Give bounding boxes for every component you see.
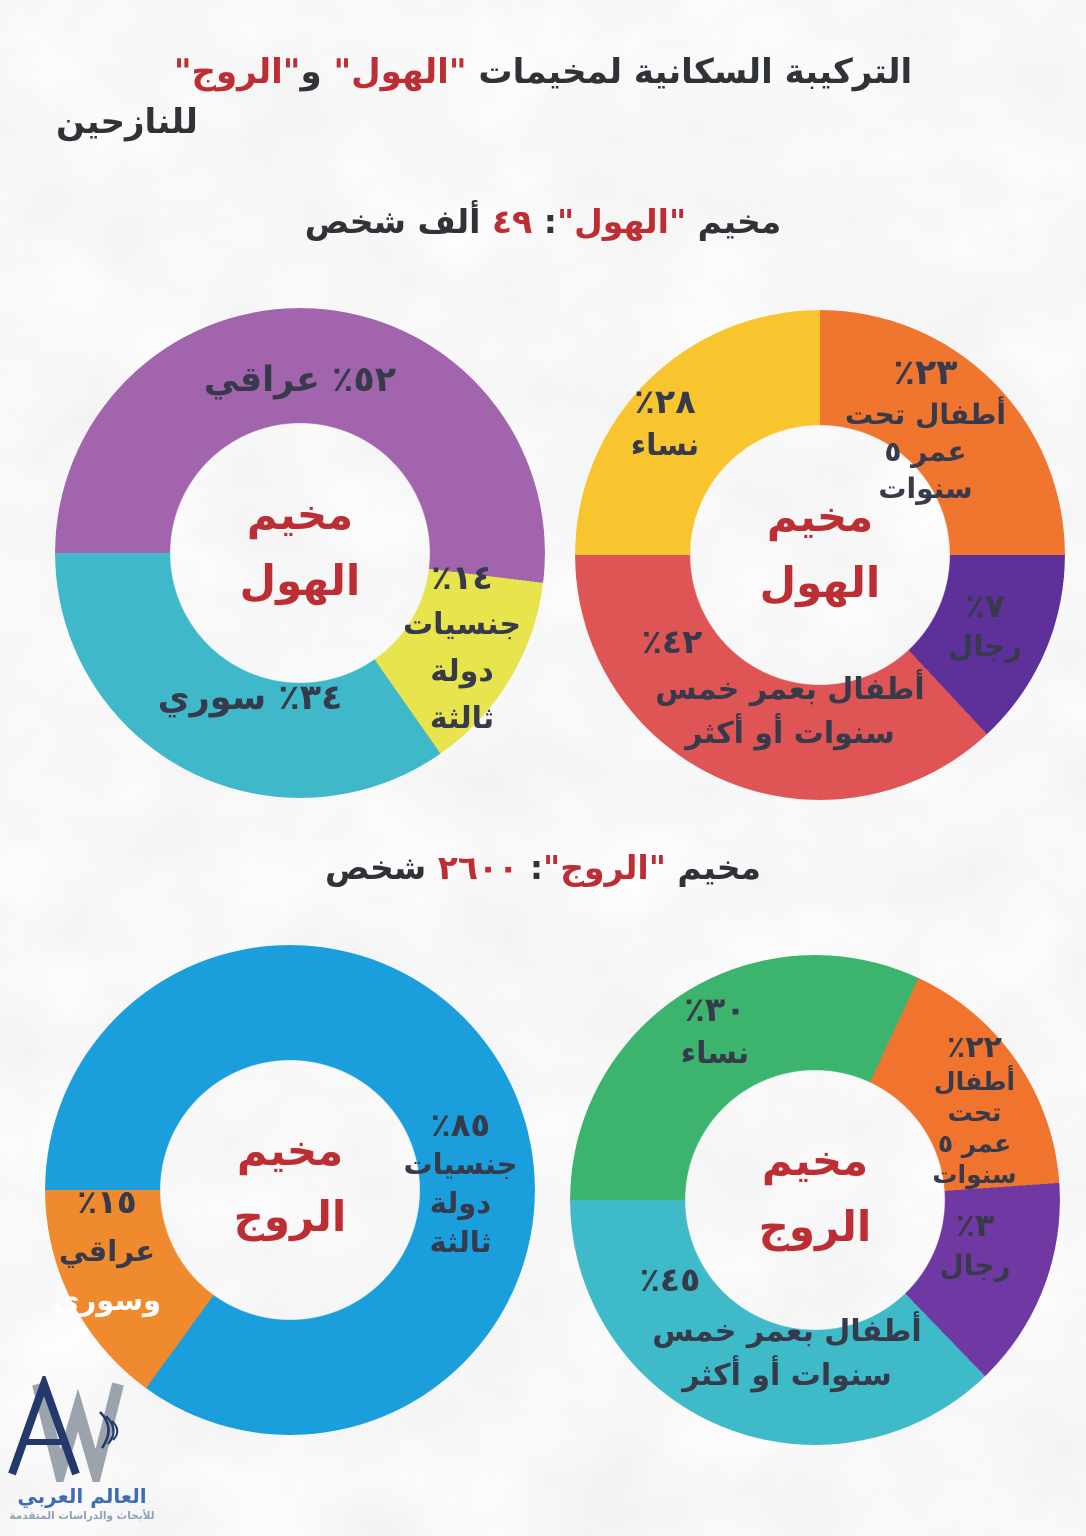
donut-roj-nationality [45,945,535,1435]
segment-label-iraqi-52: ٥٢٪ عراقي [203,360,397,400]
segment-label-children-over5-42-pct: ٤٢٪ [641,622,703,661]
segment-label-women-28: ٢٨٪ نساء [630,382,700,463]
subtitle-roj-count: ٢٦٠٠ [437,848,519,887]
subtitle-hol-unit: ألف شخص [304,202,492,241]
logo-organization-name: العالم العربي [17,1484,147,1508]
subtitle-hol-colon: : [532,202,557,241]
subtitle-roj-colon: : [518,848,544,887]
center-label-line: الهول [759,558,881,607]
center-label-line: الروج [758,1202,872,1251]
segment-label-men-7: ٧٪ رجال [948,587,1022,663]
center-label-line: الهول [239,556,361,605]
center-label-line: مخيم [761,1136,869,1185]
logo-arc [99,1411,110,1449]
donut-hol-demographics-center-label: مخيم الهول [670,484,970,616]
segment-label-third-country-14: ١٤٪ جنسيات دولة ثالثة [402,558,522,736]
subtitle-hol-camp: مخيم "الهول": ٤٩ ألف شخص [0,202,1086,241]
segment-label-children-over5-45-text: أطفال بعمر خمس سنوات أو أكثر [652,1314,922,1393]
aw-monogram-logo [8,1376,124,1482]
segment-label-men-3: ٣٪ رجال [939,1208,1011,1282]
subtitle-roj-unit: شخص [325,848,438,887]
center-label-line: مخيم [236,1126,344,1175]
donut-hol-demographics [575,310,1065,800]
center-label-line: الروج [233,1192,347,1241]
segment-label-children-over5-45-pct: ٤٥٪ [639,1260,701,1299]
title-conjunction: و [300,52,334,92]
page-title-line1: التركيبة السكانية لمخيمات "الهول" و"الرو… [0,52,1086,92]
subtitle-hol-count: ٤٩ [492,202,533,241]
subtitle-roj-camp: مخيم "الروج": ٢٦٠٠ شخص [0,848,1086,887]
subtitle-hol-name: "الهول" [556,202,687,241]
subtitle-hol-prefix: مخيم [686,202,782,241]
title-text: التركيبة السكانية لمخيمات [466,52,913,92]
segment-label-children-under5-23: ٢٣٪ أطفال تحت عمر ٥ سنوات [844,353,1006,505]
donut-roj-nationality-center-label: مخيم الروج [140,1118,440,1250]
segment-label-iraqi-syrian-15: ١٥٪ عراقي وسوري [53,1183,161,1317]
donut-hol-nationality-center-label: مخيم الهول [150,482,450,614]
center-label-line: مخيم [246,490,354,539]
segment-label-syrian-34: ٣٤٪ سوري [157,678,343,718]
center-label-line: مخيم [766,492,874,541]
logo-letter-a [8,1376,80,1476]
logo-arc [111,1420,119,1441]
logo-tagline: للأبحاث والدراسات المتقدمة [9,1510,155,1522]
segment-label-children-under5-22: ٢٢٪ أطفال تحت عمر ٥ سنوات [932,1030,1017,1189]
donut-roj-demographics-center-label: مخيم الروج [665,1128,965,1260]
segment-label-women-30: ٣٠٪ نساء [680,990,750,1071]
subtitle-roj-prefix: مخيم [665,848,761,887]
title-camp-hol: "الهول" [333,52,467,92]
donut-hol-nationality [55,308,545,798]
title-camp-roj: "الروج" [173,52,301,92]
segment-label-third-country-85: ٨٥٪ جنسيات دولة ثالثة [403,1106,518,1259]
donut-roj-demographics [570,955,1060,1445]
segment-label-children-over5-42-text: أطفال بعمر خمس سنوات أو أكثر [655,672,925,751]
subtitle-roj-name: "الروج" [543,848,666,887]
page-title-line2: للنازحين [56,102,198,142]
logo-arc [105,1415,115,1445]
